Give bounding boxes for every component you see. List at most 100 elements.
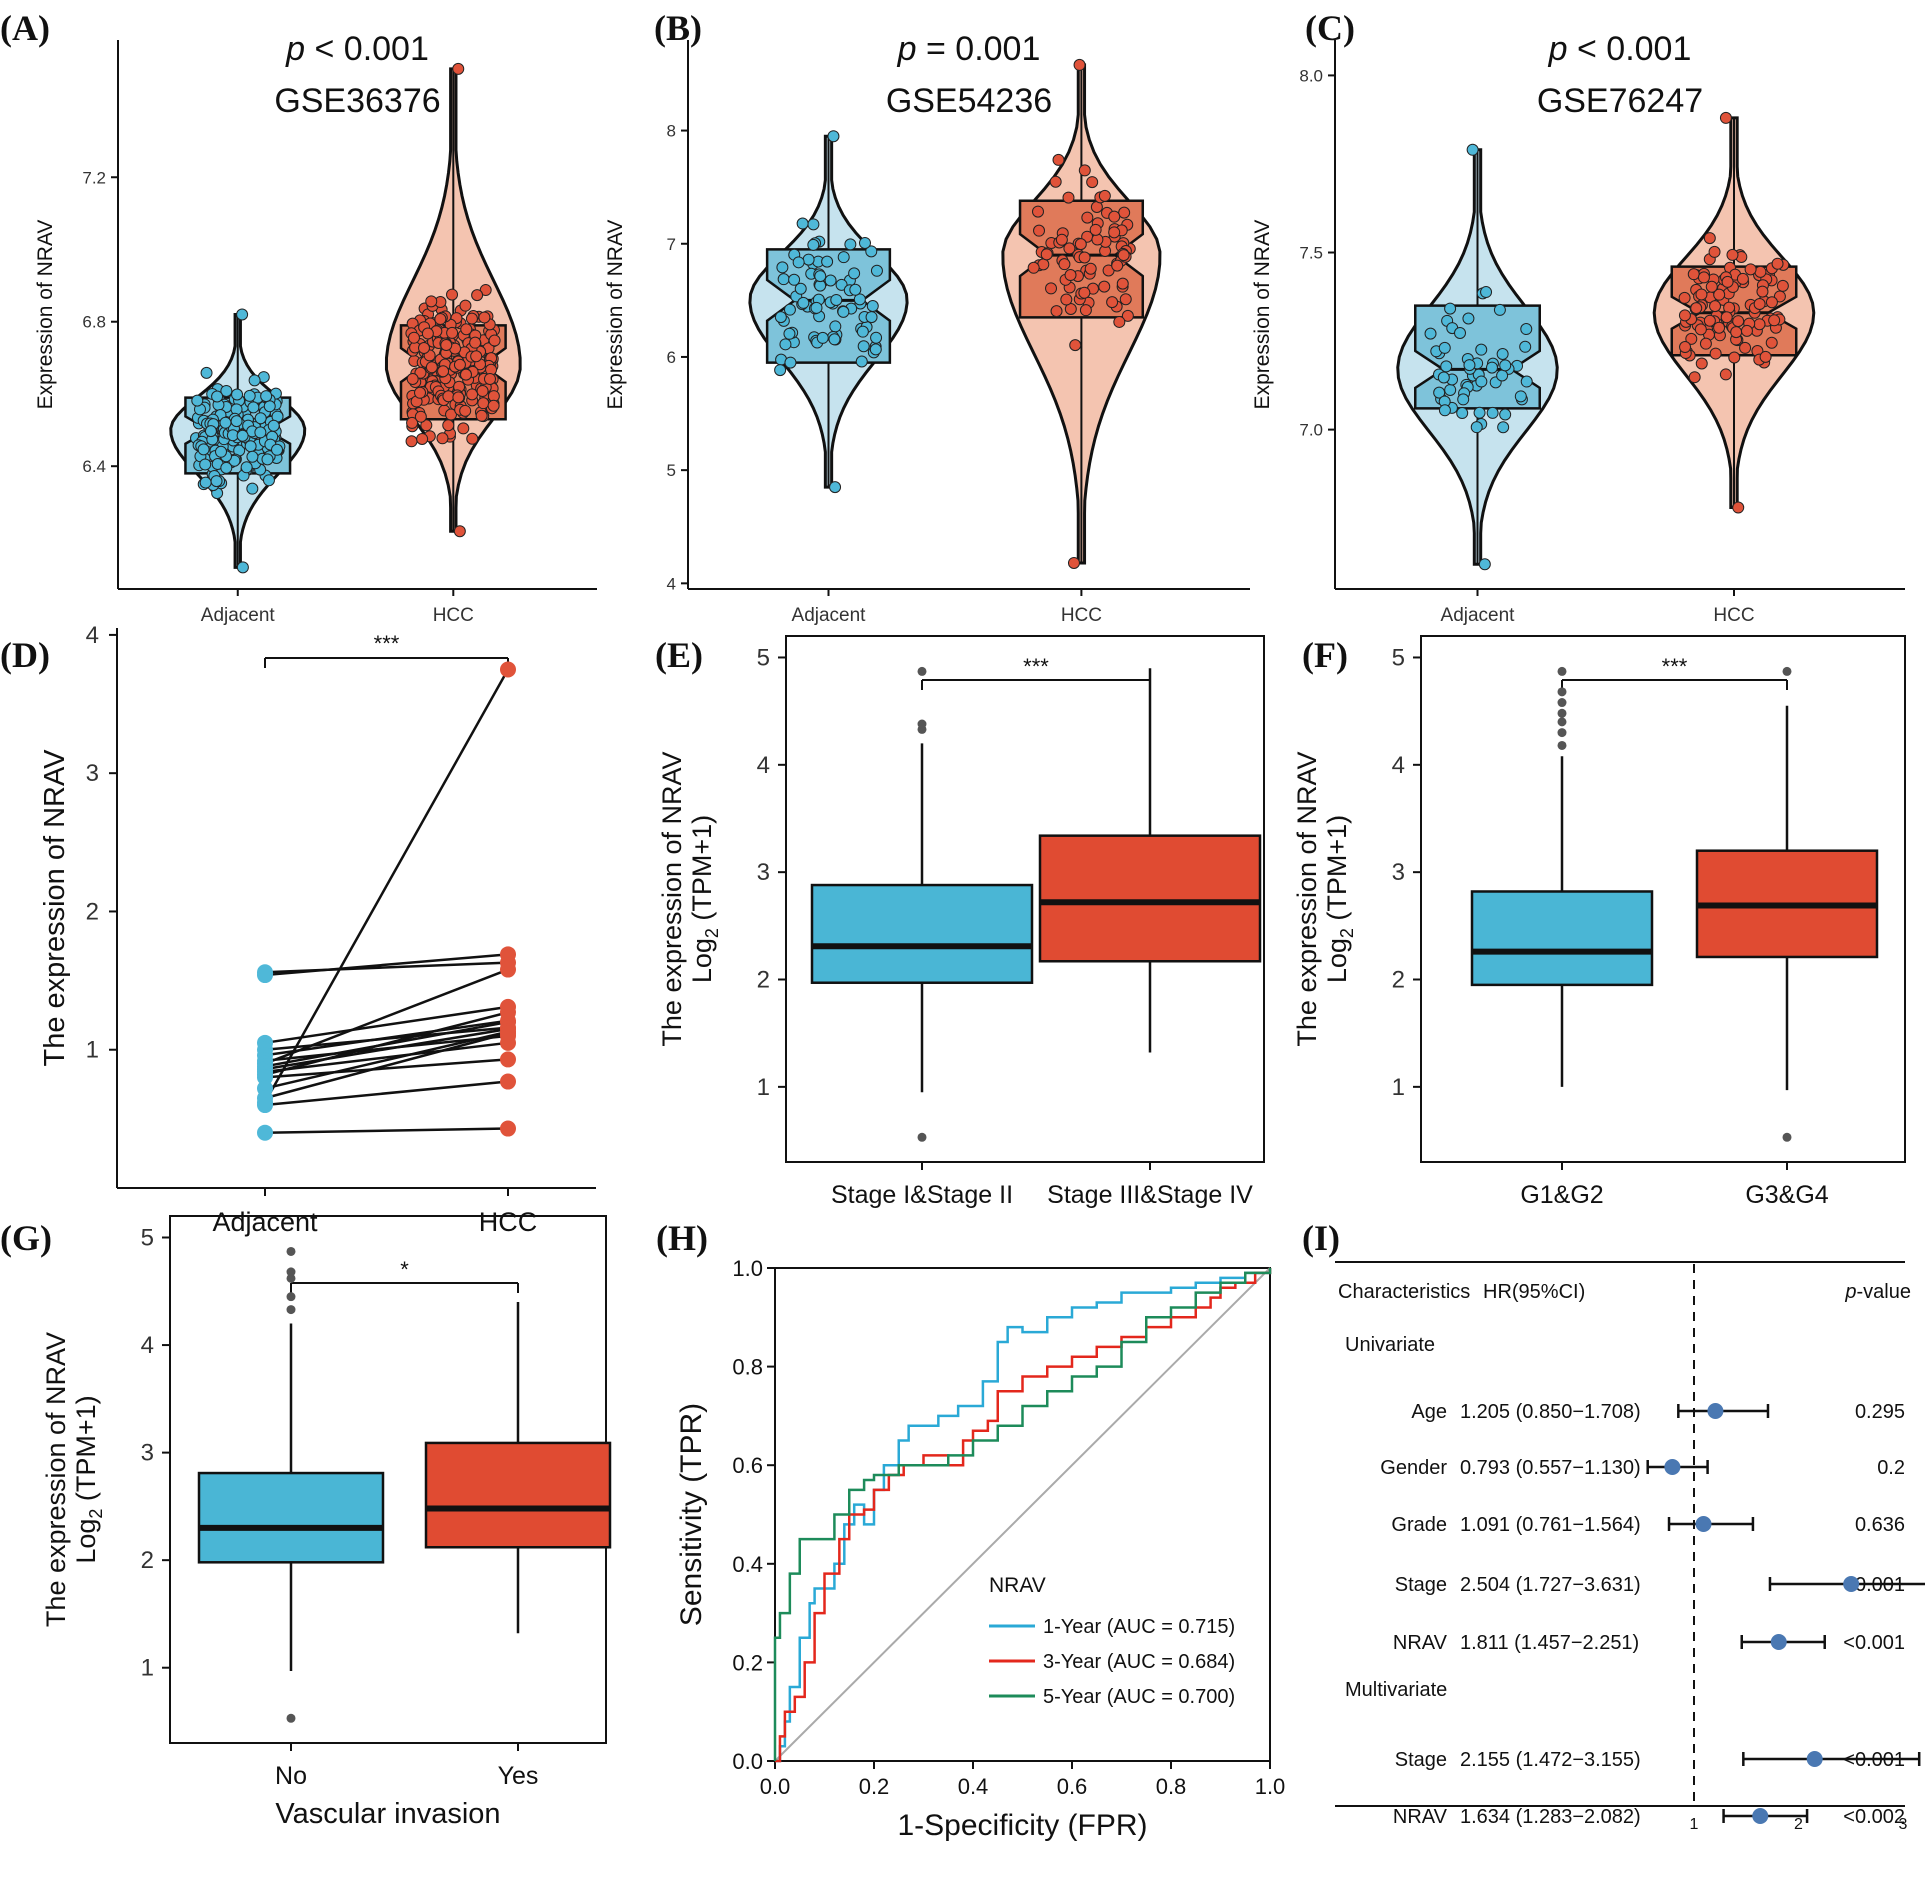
data-point: [1060, 293, 1073, 306]
data-point: [204, 425, 217, 438]
data-point: [236, 308, 249, 321]
data-point: [260, 390, 273, 403]
data-point: [857, 340, 870, 353]
data-point: [829, 320, 842, 333]
data-point: [1027, 261, 1040, 274]
legend-label: 1-Year (AUC = 0.715): [1043, 1616, 1235, 1638]
data-point: [1485, 361, 1498, 374]
panel-c: 7.0 7.5 8.0 Adjacent HCC Expression of NRAV p …: [1251, 30, 1905, 626]
data-point: [1457, 393, 1470, 406]
data-point: [1444, 383, 1457, 396]
panel-label: (H): [656, 1218, 708, 1258]
data-point: [263, 400, 276, 413]
data-point: [1438, 341, 1451, 354]
data-point: [420, 419, 433, 432]
panel-d: 1 2 3 4 Adjacent HCC The expression of NRAV ***: [39, 622, 596, 1237]
data-point: [1113, 315, 1126, 328]
panel-label: (G): [0, 1218, 52, 1258]
data-point: [1064, 303, 1077, 316]
data-point: [214, 445, 227, 458]
p-rest: -value: [1857, 1281, 1911, 1303]
data-point: [244, 440, 257, 453]
y-axis-title: The expression of NRAV: [1292, 751, 1322, 1046]
data-point: [1062, 191, 1075, 204]
data-point: [1499, 408, 1512, 421]
reference-diagonal: [774, 1267, 1271, 1762]
data-point: [1678, 309, 1691, 322]
y-tick-label: 1: [86, 1037, 99, 1064]
data-point: [1713, 321, 1726, 334]
data-point: [1754, 265, 1767, 278]
row-characteristic: Gender: [1380, 1457, 1447, 1479]
x-tick-label: 1.0: [1255, 1774, 1286, 1799]
x-tick-label: HCC: [479, 1207, 538, 1237]
y-axis-title-log2: Log2 (TPM+1): [71, 1395, 106, 1563]
data-point: [1424, 327, 1437, 340]
data-point: [230, 415, 243, 428]
data-point: [1078, 164, 1091, 177]
data-point: [865, 245, 878, 258]
y-tick-label: 8: [667, 122, 676, 141]
data-point: [1475, 343, 1488, 356]
data-point: [483, 372, 496, 385]
data-point: [246, 450, 259, 463]
data-point: [271, 443, 284, 456]
y-tick-label: 2: [757, 967, 770, 994]
row-p-value: 0.636: [1855, 1514, 1905, 1536]
data-point: [440, 338, 453, 351]
data-point: [442, 419, 455, 432]
hr-point: [1806, 1751, 1823, 1767]
data-point: [1106, 296, 1119, 309]
data-point: [452, 62, 465, 75]
y-tick-label: 1: [1392, 1074, 1405, 1101]
data-point: [247, 401, 260, 414]
x-tick-label: 0.6: [1057, 1774, 1088, 1799]
data-point: [810, 301, 823, 314]
data-point: [837, 251, 850, 264]
panel-h: 0.0 0.2 0.4 0.6 0.8 1.0 0.0 0.2 0.4 0.6 0.8 1.0 1-Sp…: [675, 1256, 1285, 1842]
data-point: [1771, 257, 1784, 270]
data-point: [1031, 205, 1044, 218]
data-point: [1108, 226, 1121, 239]
y-tick-label: 1: [757, 1074, 770, 1101]
data-point: [1081, 211, 1094, 224]
row-p-value: <0.001: [1843, 1632, 1905, 1654]
log-label: Log: [71, 1519, 101, 1564]
data-point: [476, 385, 489, 398]
data-point: [1690, 302, 1703, 315]
data-point: [1049, 175, 1062, 188]
y-tick-label: 4: [141, 1332, 154, 1359]
y-axis-title: The expression of NRAV: [657, 751, 687, 1046]
data-point: [1456, 407, 1469, 420]
data-point: [783, 303, 796, 316]
panel-a: 6.4 6.8 7.2 Adjacent HCC Expression of NRAV p …: [34, 30, 597, 626]
y-tick-label: 2: [86, 898, 99, 925]
hr-point: [1695, 1516, 1712, 1532]
x-tick-label: HCC: [1061, 605, 1102, 626]
data-point: [446, 326, 459, 339]
log-subscript: 2: [86, 1509, 106, 1519]
data-point: [414, 410, 427, 423]
data-point: [824, 274, 837, 287]
data-point: [788, 273, 801, 286]
data-point: [1055, 233, 1068, 246]
data-point: [210, 475, 223, 488]
data-point: [844, 238, 857, 251]
data-point: [1440, 360, 1453, 373]
hr-point: [1752, 1808, 1769, 1824]
panel-label: (D): [0, 635, 50, 675]
data-point: [858, 236, 871, 249]
x-tick-label: G3&G4: [1745, 1181, 1828, 1209]
data-point: [1687, 268, 1700, 281]
y-tick-label: 2: [1392, 967, 1405, 994]
data-point: [1050, 305, 1063, 318]
hcc-point: [500, 1120, 516, 1137]
data-point: [1765, 336, 1778, 349]
data-point: [453, 525, 466, 538]
panel-label: (I): [1302, 1218, 1340, 1258]
pair-line: [264, 1011, 509, 1076]
data-point: [794, 282, 807, 295]
data-point: [1108, 210, 1121, 223]
tpm-label: (TPM+1): [687, 815, 717, 928]
